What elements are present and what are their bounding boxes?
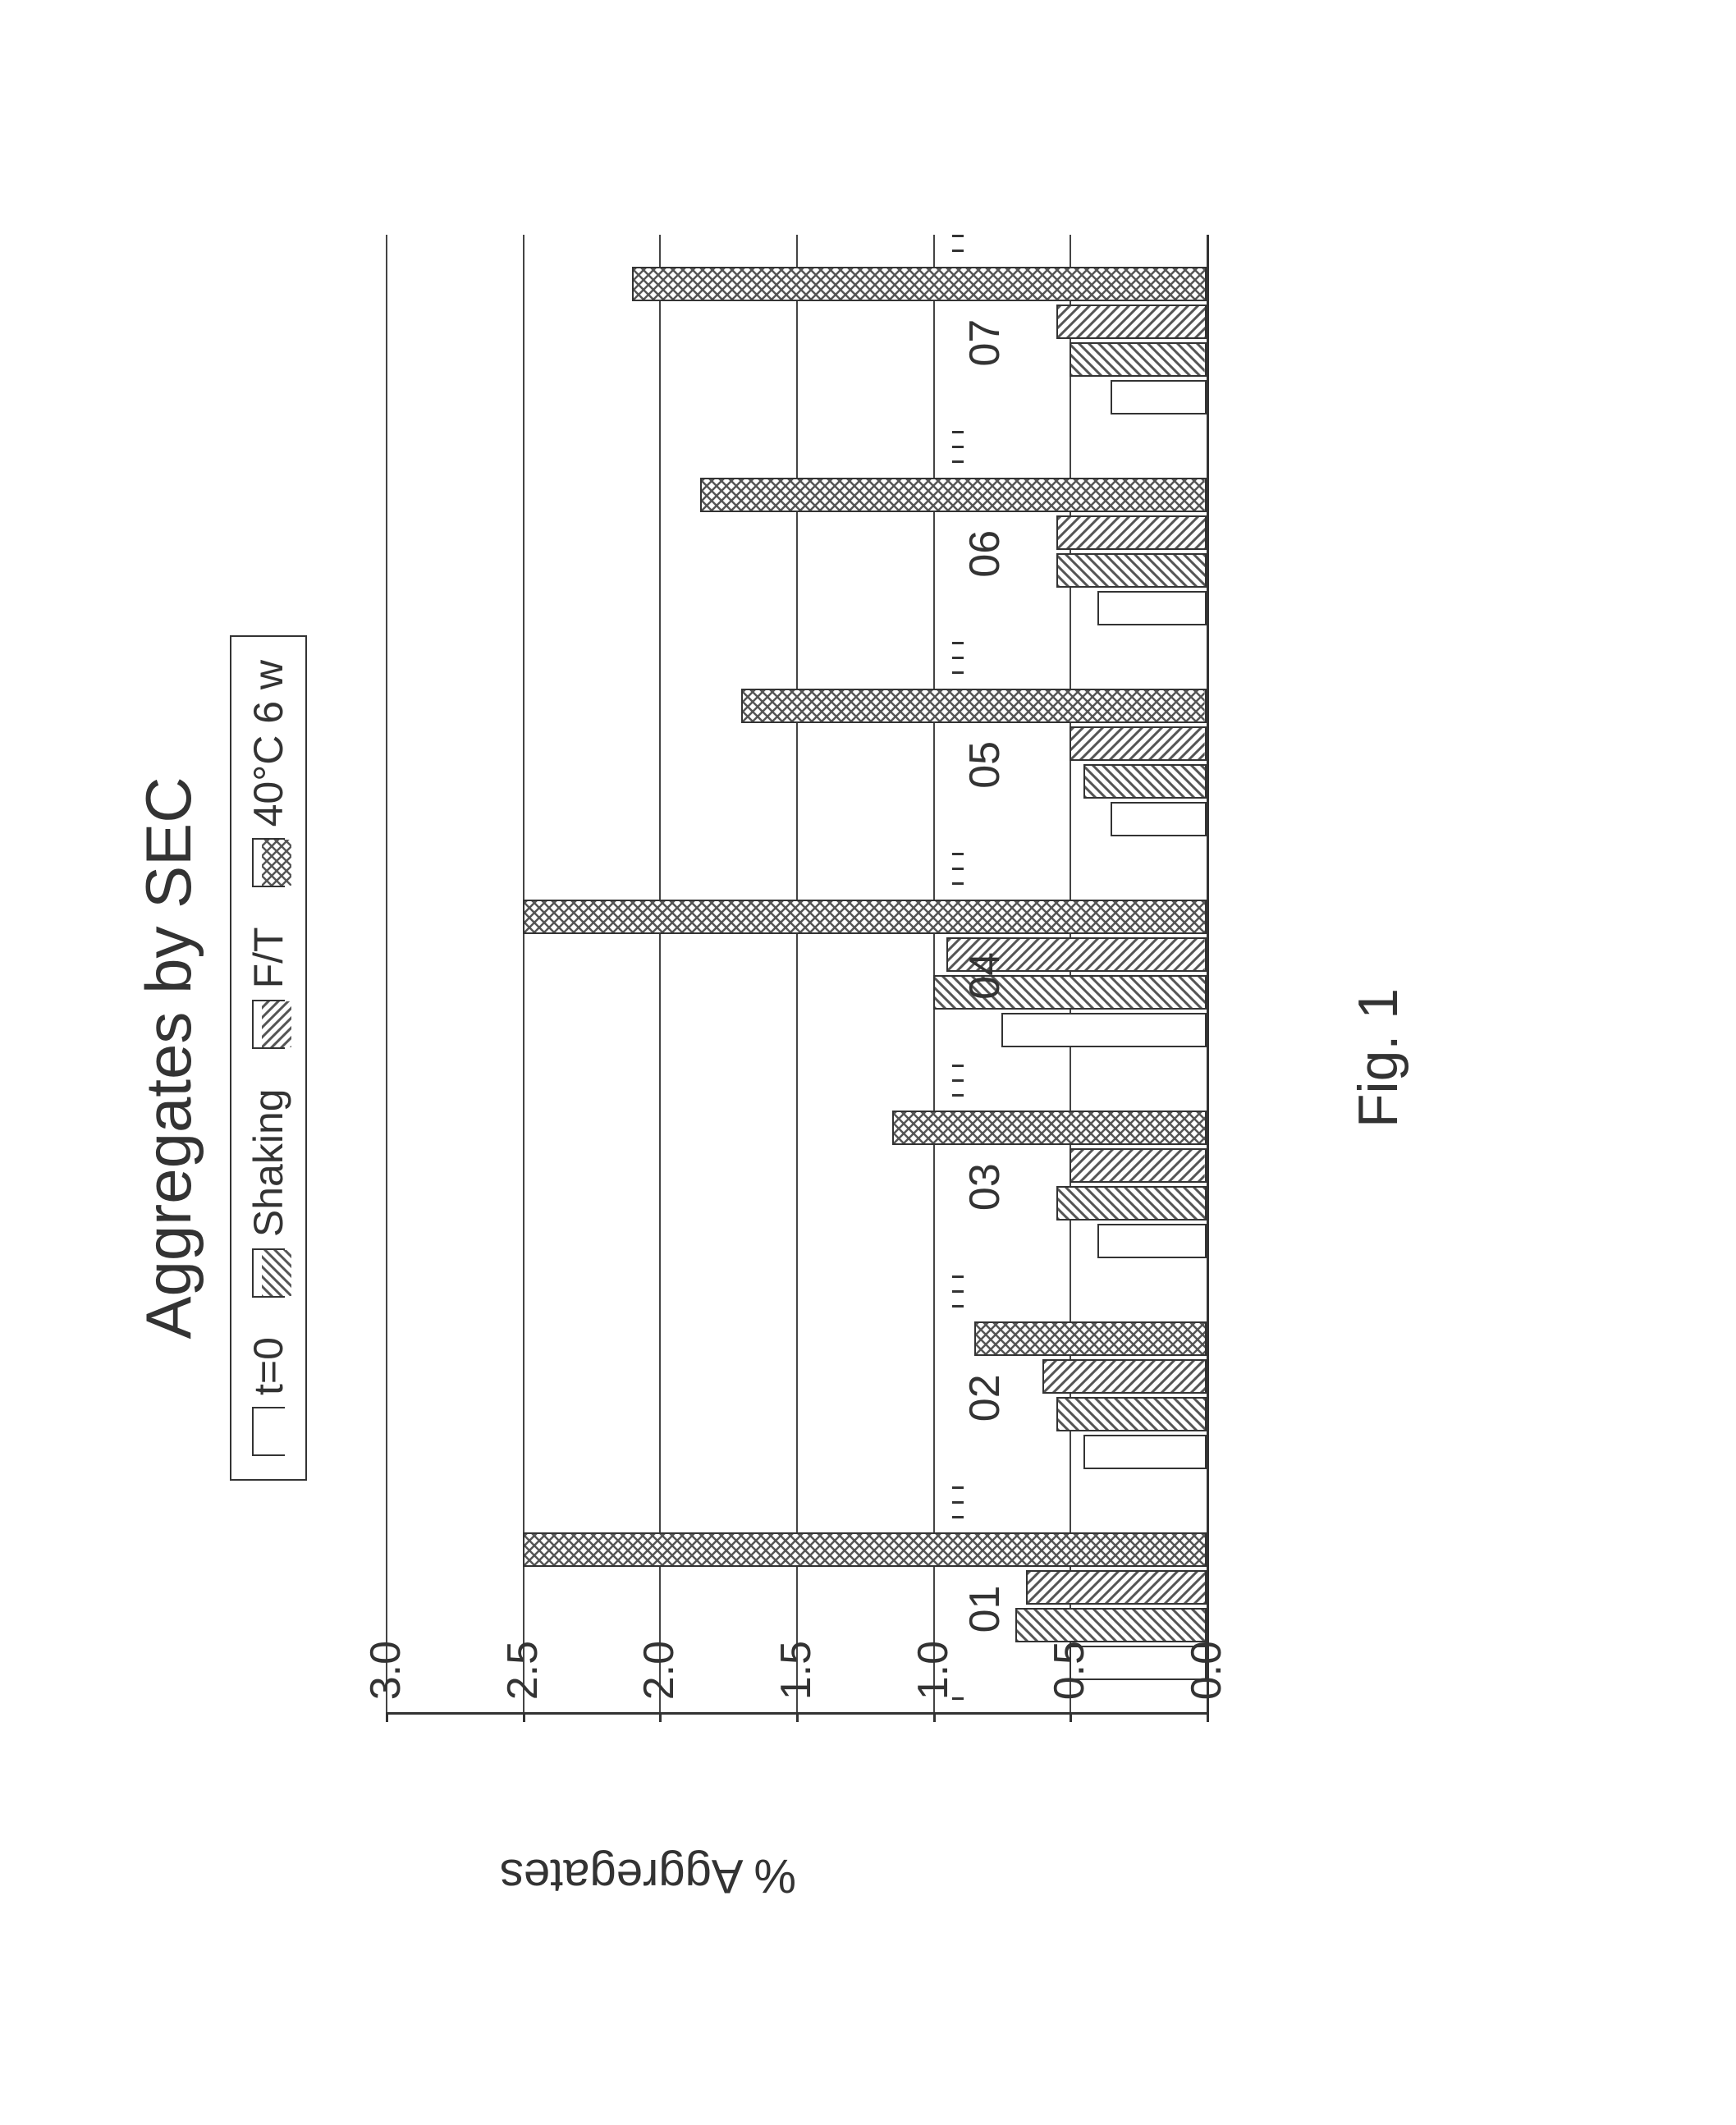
- bar: [1097, 591, 1207, 625]
- gridline: [659, 235, 661, 1712]
- bar: [1056, 1186, 1207, 1221]
- legend-item: Shaking: [245, 1088, 292, 1298]
- bar: [1070, 342, 1207, 377]
- bar: [1083, 1435, 1207, 1469]
- ytick-label: 2.5: [498, 1641, 547, 1739]
- xtick-minor: [952, 657, 964, 659]
- plot-area: [386, 235, 1209, 1715]
- bar: [1111, 802, 1207, 836]
- legend-swatch: [252, 1248, 285, 1298]
- bar: [892, 1111, 1207, 1145]
- xtick-minor: [952, 1290, 964, 1293]
- bar: [1056, 305, 1207, 339]
- gridline: [386, 235, 387, 1712]
- bar: [741, 689, 1207, 723]
- xtick-minor: [952, 642, 964, 644]
- xtick-minor: [952, 1486, 964, 1489]
- bar: [1111, 380, 1207, 414]
- legend-label: t=0: [245, 1337, 292, 1395]
- xtick-label: 05: [960, 741, 1010, 789]
- y-axis-label: % Aggregates: [500, 1848, 796, 1903]
- xtick-minor: [952, 460, 964, 463]
- bar: [1056, 515, 1207, 550]
- legend: t=0 Shaking F/T 40°C 6 w: [230, 635, 307, 1481]
- gridline: [796, 235, 798, 1712]
- xtick-label: 07: [960, 319, 1010, 367]
- xtick-minor: [952, 1275, 964, 1278]
- bar: [1070, 1148, 1207, 1183]
- xtick-label: 04: [960, 952, 1010, 1000]
- ytick-label: 0.5: [1045, 1641, 1094, 1739]
- chart-title: Aggregates by SEC: [131, 155, 206, 1961]
- gridline: [933, 235, 935, 1712]
- xtick-minor: [952, 882, 964, 885]
- gridline: [1070, 235, 1071, 1712]
- xtick-minor: [952, 446, 964, 448]
- legend-label: 40°C 6 w: [245, 660, 292, 827]
- ytick-label: 0.0: [1182, 1641, 1231, 1739]
- bar: [1070, 726, 1207, 761]
- xtick-minor: [952, 1094, 964, 1097]
- bar: [1097, 1224, 1207, 1258]
- bar: [974, 1321, 1207, 1356]
- bar: [1015, 1608, 1207, 1642]
- bar: [1001, 1013, 1207, 1047]
- bar: [632, 267, 1207, 301]
- xtick-label: 01: [960, 1586, 1010, 1633]
- legend-label: F/T: [245, 927, 292, 988]
- bar: [1026, 1570, 1207, 1605]
- xtick-minor: [952, 1697, 964, 1700]
- xtick-label: 03: [960, 1163, 1010, 1211]
- bar: [1056, 1397, 1207, 1431]
- xtick-minor: [952, 1065, 964, 1067]
- xtick-label: 02: [960, 1374, 1010, 1422]
- gridline: [523, 235, 524, 1712]
- xtick-minor: [952, 868, 964, 870]
- xtick-minor: [952, 1305, 964, 1308]
- ytick-label: 3.0: [361, 1641, 410, 1739]
- legend-swatch: [252, 1407, 285, 1456]
- xtick-minor: [952, 853, 964, 855]
- xtick-minor: [952, 235, 964, 237]
- xtick-minor: [952, 1079, 964, 1082]
- xtick-label: 06: [960, 530, 1010, 578]
- figure-container: Aggregates by SEC t=0ShakingF/T40°C 6 w …: [131, 155, 1445, 1961]
- bar: [700, 478, 1207, 512]
- xtick-minor: [952, 431, 964, 433]
- legend-swatch: [252, 1000, 285, 1049]
- bar: [523, 1532, 1207, 1567]
- legend-label: Shaking: [245, 1088, 292, 1237]
- xtick-minor: [952, 250, 964, 252]
- legend-swatch: [252, 838, 285, 887]
- bar: [523, 900, 1207, 934]
- legend-item: t=0: [245, 1337, 292, 1456]
- rotated-page: Aggregates by SEC t=0ShakingF/T40°C 6 w …: [0, 0, 1736, 2125]
- ytick-label: 1.0: [909, 1641, 958, 1739]
- bar: [1056, 553, 1207, 588]
- xtick-minor: [952, 1501, 964, 1504]
- ytick-label: 1.5: [772, 1641, 821, 1739]
- xtick-minor: [952, 1516, 964, 1518]
- xtick-minor: [952, 671, 964, 674]
- figure-caption: Fig. 1: [1346, 155, 1410, 1961]
- ytick-label: 2.0: [634, 1641, 684, 1739]
- legend-item: F/T: [245, 927, 292, 1049]
- bar: [1083, 764, 1207, 799]
- xtick-minor: [952, 1712, 964, 1715]
- legend-item: 40°C 6 w: [245, 660, 292, 887]
- bar: [1042, 1359, 1207, 1394]
